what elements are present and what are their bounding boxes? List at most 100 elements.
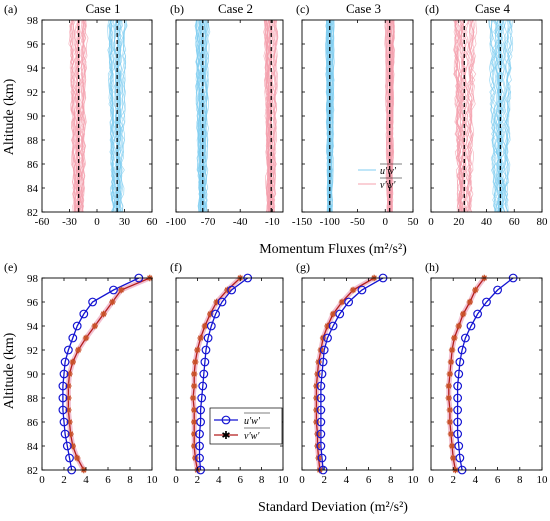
- axes-frame: [41, 277, 153, 471]
- data-point-uw: [316, 405, 326, 415]
- data-point-uw: [461, 333, 470, 343]
- data-point-vw: [197, 334, 204, 342]
- x-tick-label: 0: [94, 216, 100, 228]
- x-tick-label: 0: [428, 216, 434, 228]
- x-tick-label: -40: [233, 216, 248, 228]
- data-point-uw: [328, 321, 338, 331]
- data-point-uw: [200, 357, 210, 367]
- data-point-vw: [448, 346, 456, 354]
- profile-line-vw: [265, 20, 271, 212]
- data-point-uw: [196, 405, 206, 415]
- profile-line-uw: [116, 20, 122, 212]
- x-tick-label: 20: [453, 216, 465, 228]
- plot-area-a: [68, 20, 128, 212]
- axes-frame: [41, 19, 153, 213]
- plot-area-h: [446, 278, 514, 470]
- x-tick-label: 8: [517, 474, 523, 486]
- data-point-uw: [454, 441, 464, 451]
- panel-e: 0 2 4 6 8 10 82 84 86 88 90 92 94 96 98 (e): [4, 260, 158, 486]
- panel-label: (d): [425, 2, 439, 16]
- legend: u'w' ✱ v'w': [209, 407, 283, 445]
- legend: u'w' v'w': [358, 163, 402, 191]
- profile-line-vw: [466, 20, 475, 212]
- series-line-uw: [320, 278, 384, 470]
- data-point-vw: [190, 442, 198, 450]
- data-point-vw: [451, 334, 458, 342]
- profile-line-vw: [70, 20, 77, 212]
- data-point-vw: [213, 298, 220, 306]
- data-point-vw: [192, 358, 199, 366]
- y-tick-label: 84: [27, 441, 39, 453]
- x-tick-label: 10: [147, 474, 159, 486]
- panel-g: 0 2 4 6 8 10 (g): [296, 260, 419, 486]
- y-tick-label: 96: [27, 297, 39, 309]
- profile-line-uw: [500, 20, 507, 212]
- data-point-uw: [60, 429, 70, 439]
- data-point-uw: [68, 333, 78, 343]
- data-point-vw: [466, 298, 474, 306]
- x-tick-label: -50: [350, 216, 365, 228]
- data-point-uw: [316, 381, 326, 391]
- panel-label: (c): [296, 2, 309, 16]
- plot-area-g: [313, 278, 384, 470]
- data-point-uw: [195, 429, 204, 439]
- data-point-uw: [319, 345, 329, 355]
- profile-line-uw: [108, 20, 116, 212]
- profile-line-vw: [79, 20, 85, 212]
- x-tick-label: 80: [537, 216, 549, 228]
- data-point-vw: [194, 346, 201, 354]
- profile-line-uw: [113, 20, 118, 212]
- data-point-vw: [313, 382, 320, 390]
- data-point-uw: [493, 285, 503, 295]
- data-point-uw: [482, 297, 491, 307]
- panel-d: 0 20 40 60 80 (d) Case 4: [425, 1, 548, 228]
- data-point-uw: [316, 441, 326, 451]
- panel-label: (a): [4, 2, 17, 16]
- y-tick-label: 84: [27, 183, 39, 195]
- data-point-vw: [69, 358, 76, 366]
- panel-title: Case 3: [346, 1, 381, 16]
- profile-line-uw: [331, 20, 335, 212]
- data-point-uw: [58, 393, 68, 403]
- x-tick-label: -70: [201, 216, 216, 228]
- data-point-vw: [446, 406, 454, 414]
- data-point-vw: [118, 286, 125, 294]
- x-tick-label: 0: [39, 474, 45, 486]
- top-y-axis-label: Altitude (km): [2, 78, 17, 155]
- profile-line-vw: [264, 20, 270, 212]
- axes-frame: [430, 19, 543, 213]
- data-point-uw: [453, 417, 463, 427]
- x-tick-label: 8: [127, 474, 133, 486]
- data-point-vw: [448, 442, 456, 450]
- data-point-uw: [466, 321, 476, 331]
- data-point-uw: [211, 309, 220, 319]
- data-point-uw: [453, 381, 463, 391]
- data-point-uw: [317, 369, 327, 379]
- panel-title: Case 2: [218, 1, 253, 16]
- profile-line-vw: [263, 20, 269, 212]
- legend-label-uw: u'w': [244, 416, 261, 427]
- profile-line-vw: [272, 20, 277, 212]
- x-tick-label: 4: [83, 474, 89, 486]
- data-point-uw: [195, 453, 204, 463]
- legend-label-vw: v'w': [380, 180, 396, 191]
- panel-label: (f): [170, 260, 182, 274]
- profile-line-uw: [325, 20, 330, 212]
- data-point-uw: [59, 369, 69, 379]
- x-tick-label: 50: [408, 216, 420, 228]
- y-tick-label: 90: [27, 369, 39, 381]
- panel-title: Case 4: [475, 1, 511, 16]
- x-tick-label: 6: [237, 474, 243, 486]
- y-tick-label: 86: [27, 417, 39, 429]
- axes-frame: [301, 19, 414, 213]
- data-point-uw: [65, 453, 74, 463]
- panel-a: -60 -30 0 30 60 82 84 86 88 90 92 94 96 98 (a) Case 1: [4, 1, 158, 228]
- legend-label-uw: u'w': [380, 166, 397, 177]
- top-x-axis-label: Momentum Fluxes (m²/s²): [259, 242, 407, 257]
- data-point-vw: [67, 430, 74, 438]
- data-point-uw: [344, 297, 354, 307]
- x-tick-label: 6: [105, 474, 111, 486]
- y-tick-label: 98: [27, 273, 39, 285]
- data-point-vw: [313, 418, 320, 426]
- data-point-vw: [455, 322, 462, 330]
